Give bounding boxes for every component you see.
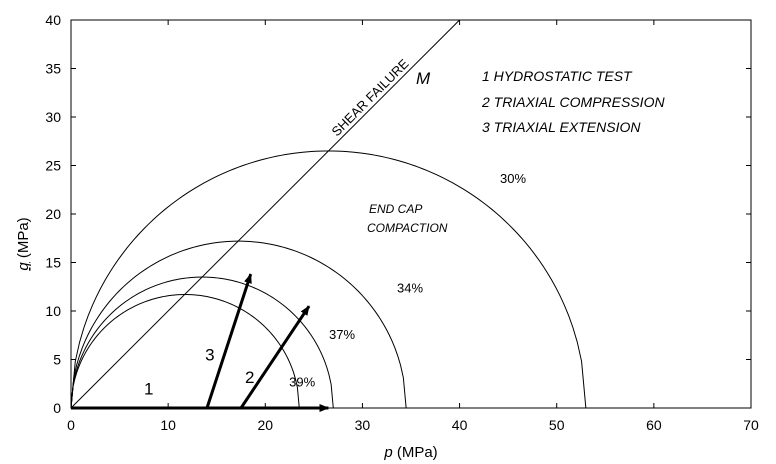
x-tick-label: 30: [355, 417, 371, 433]
x-tick-label: 70: [743, 417, 759, 433]
end-cap-label: 39%: [289, 375, 315, 390]
x-tick-label: 0: [67, 417, 75, 433]
end-cap-label: 37%: [329, 327, 355, 342]
y-axis-unit: (MPa): [15, 217, 32, 262]
stress-path-arrow: [205, 273, 253, 409]
end-cap-curves: 39% 37% 34% 30%: [70, 150, 587, 409]
x-axis-label: p (MPa): [383, 444, 437, 461]
stress-path-arrow: [239, 305, 311, 409]
end-cap-label: 30%: [500, 171, 526, 186]
legend-item-2: 2 TRIAXIAL COMPRESSION: [481, 94, 665, 110]
y-axis-label: q (MPa): [15, 217, 32, 270]
y-tick-label: 35: [45, 61, 61, 77]
shear-failure-label: SHEAR FAILURE: [329, 56, 412, 139]
stress-path-label: 2: [245, 368, 254, 387]
x-axis-variable: p: [383, 444, 392, 461]
end-cap-curve: [70, 150, 587, 409]
y-tick-label: 10: [45, 303, 61, 319]
y-tick-label: 5: [53, 352, 61, 368]
x-tick-label: 20: [257, 417, 273, 433]
y-tick-label: 20: [45, 206, 61, 222]
stress-path-label: 1: [144, 379, 153, 398]
shear-failure-line-group: [70, 19, 460, 409]
x-axis-unit: (MPa): [393, 444, 438, 461]
x-tick-label: 50: [549, 417, 565, 433]
y-tick-label: 25: [45, 158, 61, 174]
y-tick-label: 40: [45, 12, 61, 28]
x-tick-label: 60: [646, 417, 662, 433]
y-axis-ticks: 0 5 10 15 20 25 30 35 40: [45, 12, 751, 416]
end-cap-curve: [70, 240, 407, 409]
shear-slope-label: M: [416, 69, 431, 88]
stress-path-label: 3: [205, 345, 214, 364]
x-axis-ticks: 0 10 20 30 40 50 60 70: [67, 20, 759, 433]
end-cap-curve: [70, 294, 300, 409]
x-tick-label: 40: [452, 417, 468, 433]
end-cap-label: 34%: [397, 281, 423, 296]
legend-item-3: 3 TRIAXIAL EXTENSION: [482, 119, 641, 135]
region-label-line1: END CAP: [369, 202, 422, 216]
x-tick-label: 10: [160, 417, 176, 433]
y-tick-label: 15: [45, 255, 61, 271]
y-tick-label: 0: [53, 400, 61, 416]
stress-paths: 1 2 3: [71, 273, 330, 412]
y-tick-label: 30: [45, 109, 61, 125]
legend-item-1: 1 HYDROSTATIC TEST: [482, 68, 633, 84]
y-axis-variable: q: [15, 262, 32, 271]
shear-failure-line: [70, 19, 460, 409]
region-label-line2: COMPACTION: [367, 221, 448, 235]
